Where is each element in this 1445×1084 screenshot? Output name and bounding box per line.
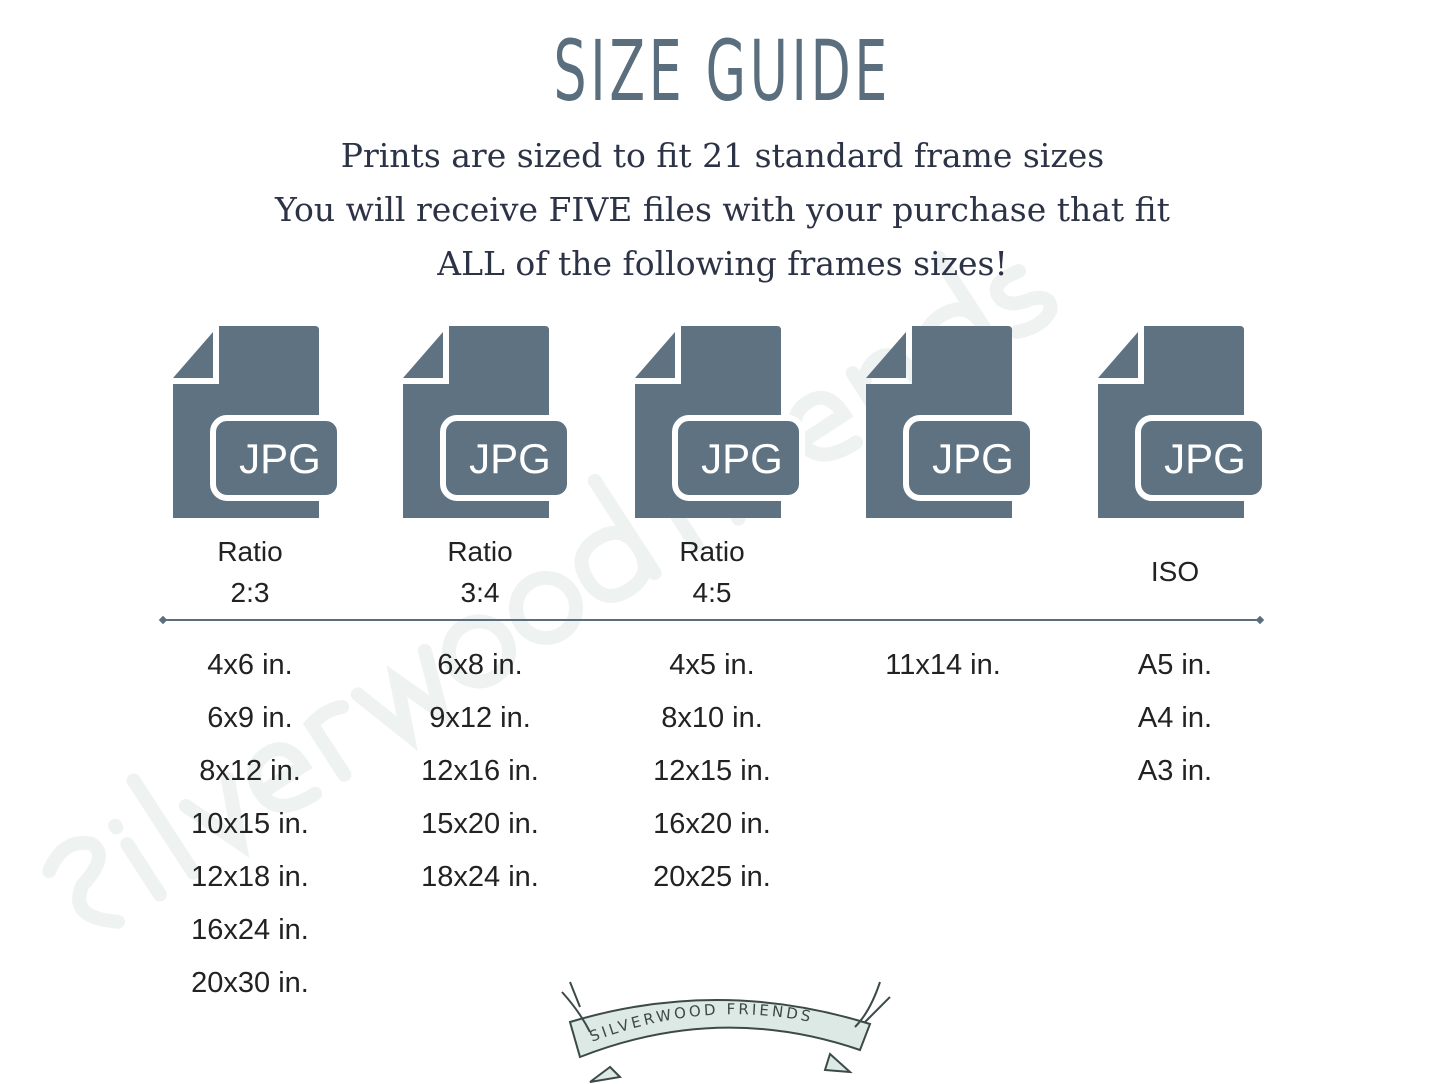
size-item: A4 in. [1137, 702, 1213, 734]
size-item: 20x25 in. [653, 861, 771, 893]
jpg-file-icon: JPG [866, 326, 1036, 518]
size-item: 6x9 in. [207, 702, 293, 734]
size-item: A5 in. [1137, 649, 1213, 681]
column-label: Ratio [679, 536, 745, 567]
size-item: 6x8 in. [437, 649, 523, 681]
size-item: 9x12 in. [429, 702, 531, 734]
size-item: 18x24 in. [421, 861, 539, 893]
file-type-label: JPG [1164, 435, 1246, 482]
size-item: 8x12 in. [199, 755, 301, 787]
file-type-label: JPG [469, 435, 551, 482]
size-item: 4x5 in. [669, 649, 755, 681]
size-column: JPG Ratio 3:4 6x8 in. 9x12 in. 12x16 in. 15x20… [365, 326, 595, 893]
file-type-label: JPG [701, 435, 783, 482]
jpg-file-icon: JPG [635, 326, 805, 518]
size-item: 12x15 in. [653, 755, 771, 787]
file-type-label: JPG [932, 435, 1014, 482]
subtitle-line-3: ALL of the following frames sizes! [437, 244, 1008, 283]
size-column: JPG Ratio 2:3 4x6 in. 6x9 in. 8x12 in. 10x15 i… [135, 326, 365, 999]
jpg-file-icon: JPG [173, 326, 343, 518]
size-item: A3 in. [1137, 755, 1213, 787]
column-label: ISO [1150, 556, 1200, 587]
size-column: JPG Ratio 4:5 4x5 in. 8x10 in. 12x15 in. 16x20… [597, 326, 827, 893]
size-column: JPG ISO A5 in. A4 in. A3 in. [1060, 326, 1290, 787]
file-type-label: JPG [239, 435, 321, 482]
subtitle-line-1: Prints are sized to fit 21 standard fram… [340, 136, 1105, 175]
size-item: 8x10 in. [661, 702, 763, 734]
subtitle-line-2: You will receive FIVE files with your pu… [275, 190, 1170, 229]
column-label: Ratio [447, 536, 513, 567]
size-item: 16x20 in. [653, 808, 771, 840]
column-label: 3:4 [460, 577, 500, 608]
column-label: 4:5 [692, 577, 732, 608]
jpg-file-icon: JPG [403, 326, 573, 518]
size-item: 4x6 in. [207, 649, 293, 681]
size-item: 12x18 in. [191, 861, 309, 893]
silverwood-friends-logo: SILVERWOOD FRIENDS [561, 981, 891, 1083]
size-item: 11x14 in. [885, 649, 1001, 681]
size-item: 10x15 in. [191, 808, 309, 840]
size-item: 16x24 in. [191, 914, 309, 946]
divider-line [163, 619, 1261, 621]
size-item: 15x20 in. [421, 808, 539, 840]
size-column: JPG 11x14 in. [828, 326, 1058, 681]
size-item: 20x30 in. [191, 967, 309, 999]
size-item: 12x16 in. [421, 755, 539, 787]
jpg-file-icon: JPG [1098, 326, 1268, 518]
column-label: 2:3 [230, 577, 270, 608]
column-label: Ratio [217, 536, 283, 567]
page-title: SIZE GUIDE [553, 22, 892, 120]
